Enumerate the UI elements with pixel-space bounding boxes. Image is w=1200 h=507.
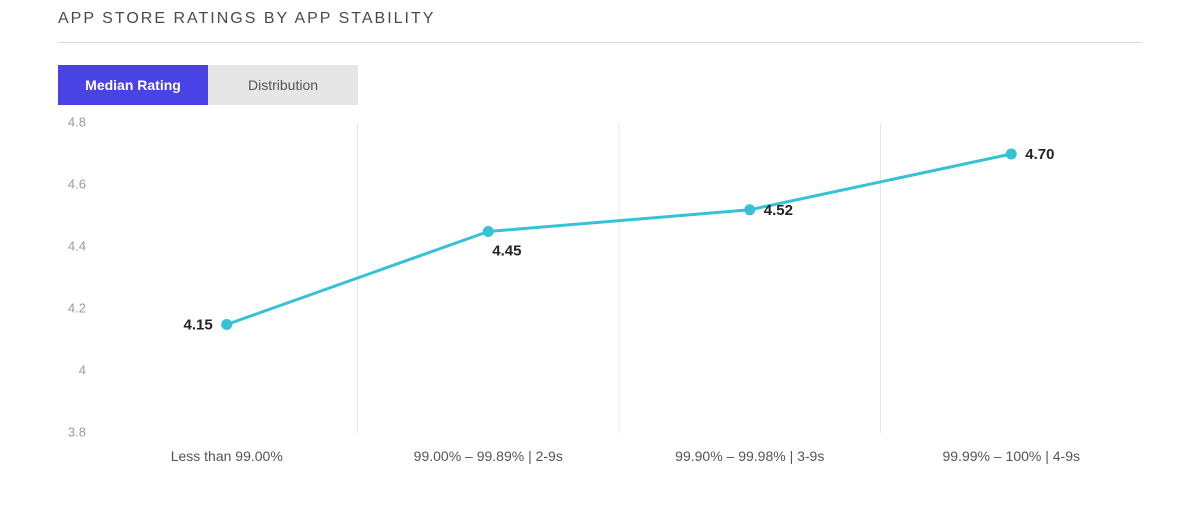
x-tick-label: 99.00% – 99.89% | 2-9s bbox=[414, 448, 563, 464]
data-point-label: 4.15 bbox=[184, 317, 213, 334]
data-point[interactable] bbox=[483, 227, 493, 237]
x-tick-label: 99.99% – 100% | 4-9s bbox=[942, 448, 1080, 464]
line-chart: 3.8 4 4.2 4.4 4.6 4.8 4.15 4.45 4.52 4.70 Less t… bbox=[58, 113, 1142, 483]
tab-median-rating[interactable]: Median Rating bbox=[58, 65, 208, 105]
data-point[interactable] bbox=[1006, 149, 1016, 159]
data-point-label: 4.45 bbox=[492, 243, 521, 260]
y-tick-label: 4.4 bbox=[68, 238, 86, 253]
data-point-label: 4.70 bbox=[1025, 146, 1054, 163]
chart-container: 3.8 4 4.2 4.4 4.6 4.8 4.15 4.45 4.52 4.70 Less t… bbox=[58, 113, 1142, 483]
y-tick-label: 4.2 bbox=[68, 300, 86, 315]
tab-bar: Median Rating Distribution bbox=[58, 65, 1142, 105]
x-tick-label: 99.90% – 99.98% | 3-9s bbox=[675, 448, 824, 464]
data-point[interactable] bbox=[745, 205, 755, 215]
tab-label: Median Rating bbox=[85, 77, 181, 93]
tab-distribution[interactable]: Distribution bbox=[208, 65, 358, 105]
x-tick-label: Less than 99.00% bbox=[171, 448, 283, 464]
y-tick-label: 4.8 bbox=[68, 114, 86, 129]
data-point-label: 4.52 bbox=[764, 202, 793, 219]
title-divider bbox=[58, 42, 1142, 43]
data-point[interactable] bbox=[222, 320, 232, 330]
y-tick-label: 3.8 bbox=[68, 424, 86, 439]
tab-label: Distribution bbox=[248, 77, 318, 93]
page-title: APP STORE RATINGS BY APP STABILITY bbox=[58, 10, 1142, 28]
y-tick-label: 4.6 bbox=[68, 176, 86, 191]
y-tick-label: 4 bbox=[79, 362, 86, 377]
